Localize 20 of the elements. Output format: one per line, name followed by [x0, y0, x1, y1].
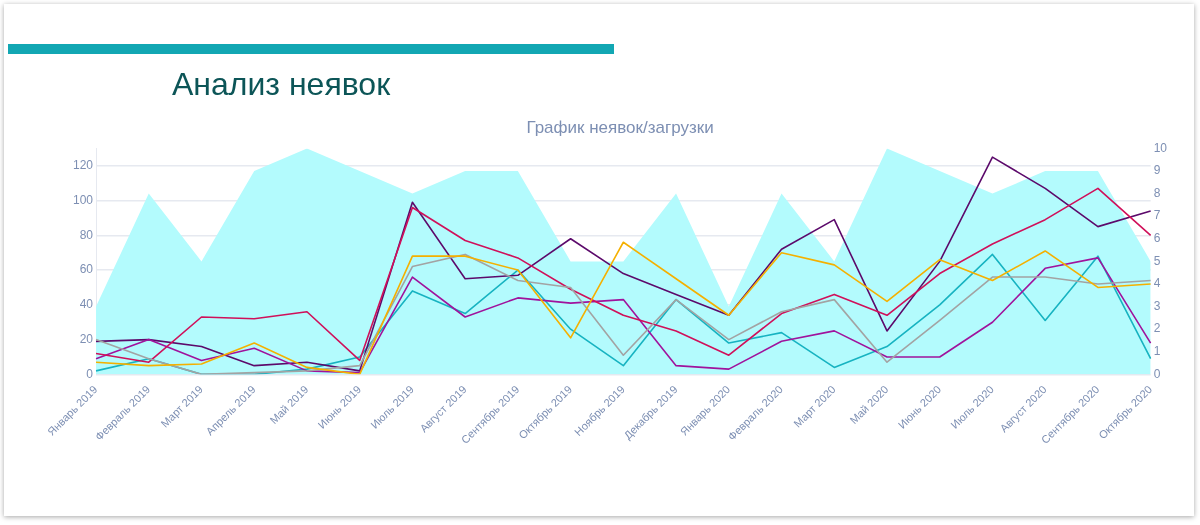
- y2-tick-label: 0: [1153, 366, 1161, 381]
- y-tick-label: 100: [72, 192, 94, 207]
- y2-tick-label: 8: [1153, 185, 1161, 200]
- y-tick-label: 40: [79, 297, 94, 312]
- y2-tick-label: 7: [1153, 208, 1161, 223]
- y2-tick-label: 2: [1153, 321, 1161, 336]
- y2-tick-label: 10: [1153, 140, 1168, 155]
- y-tick-label: 60: [79, 262, 94, 277]
- y-tick-label: 80: [79, 227, 94, 242]
- y2-tick-label: 9: [1153, 163, 1161, 178]
- chart-title: Анализ неявок: [172, 66, 391, 103]
- y2-tick-label: 4: [1153, 276, 1161, 291]
- y-tick-label: 0: [86, 366, 94, 381]
- y-tick-label: 120: [72, 158, 94, 173]
- y2-tick-label: 3: [1153, 298, 1161, 313]
- y2-tick-label: 5: [1153, 253, 1161, 268]
- y2-tick-label: 1: [1153, 344, 1161, 359]
- chart-subtitle: График неявок/загрузки: [526, 117, 714, 137]
- y-tick-label: 20: [79, 331, 94, 346]
- y2-tick-label: 6: [1153, 231, 1161, 246]
